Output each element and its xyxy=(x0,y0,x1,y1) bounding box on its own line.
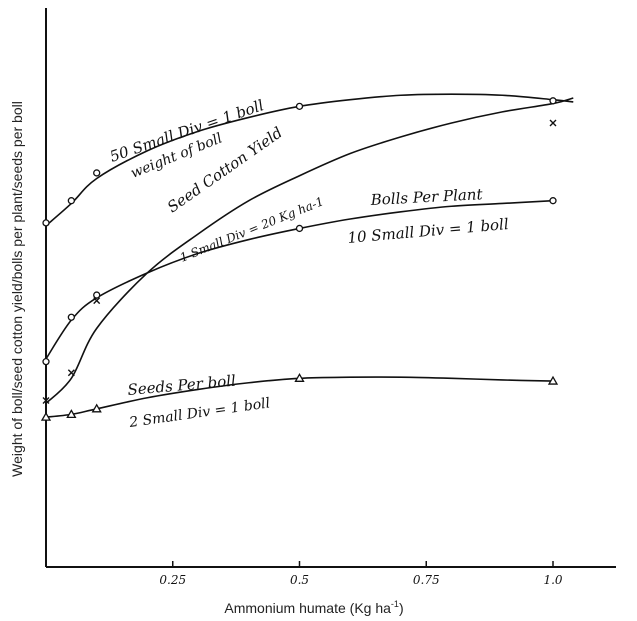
point-bolls_per_plant xyxy=(93,291,101,299)
point-weight xyxy=(549,97,557,105)
point-bolls_per_plant xyxy=(67,313,75,321)
point-seeds_per_boll xyxy=(547,375,559,385)
x-tick-label: 0.5 xyxy=(290,573,309,587)
label-bolls-scale: 10 Small Div = 1 boll xyxy=(347,215,510,247)
point-seeds_per_boll xyxy=(91,403,102,413)
point-weight xyxy=(295,102,304,110)
point-bolls_per_plant xyxy=(42,357,50,366)
series-line-bolls_per_plant xyxy=(45,199,554,360)
label-seed-cotton-scale: 1 Small Div = 20 Kg ha-1 xyxy=(178,194,326,265)
point-seed_cotton xyxy=(42,397,50,404)
point-weight xyxy=(93,169,101,177)
point-seeds_per_boll xyxy=(40,411,52,421)
x-tick-label: 1.0 xyxy=(543,573,562,587)
label-bolls-per-plant: Bolls Per Plant xyxy=(369,185,484,209)
point-weight xyxy=(42,219,50,227)
point-seed_cotton xyxy=(549,119,557,127)
point-seed_cotton xyxy=(93,297,101,305)
point-bolls_per_plant xyxy=(549,197,557,205)
y-axis-title: Weight of boll/seed cotton yield/bolls p… xyxy=(9,101,25,477)
label-seeds-scale: 2 Small Div = 1 boll xyxy=(127,395,271,431)
point-bolls_per_plant xyxy=(295,224,304,233)
x-ticks: 0.25 0.5 0.75 1.0 xyxy=(159,561,563,587)
label-seeds-per-boll: Seeds Per boll xyxy=(127,372,237,399)
series-line-seeds_per_boll xyxy=(45,376,554,418)
series-line-seed_cotton xyxy=(45,97,574,404)
point-seed_cotton xyxy=(67,369,75,377)
x-tick-label: 0.75 xyxy=(413,573,440,587)
x-tick-label: 0.25 xyxy=(159,573,186,587)
point-seeds_per_boll xyxy=(66,409,77,419)
point-weight xyxy=(67,197,75,205)
point-seeds_per_boll xyxy=(294,372,305,382)
series-markers xyxy=(40,97,559,421)
x-axis-title: Ammonium humate (Kg ha-1) xyxy=(224,599,403,616)
